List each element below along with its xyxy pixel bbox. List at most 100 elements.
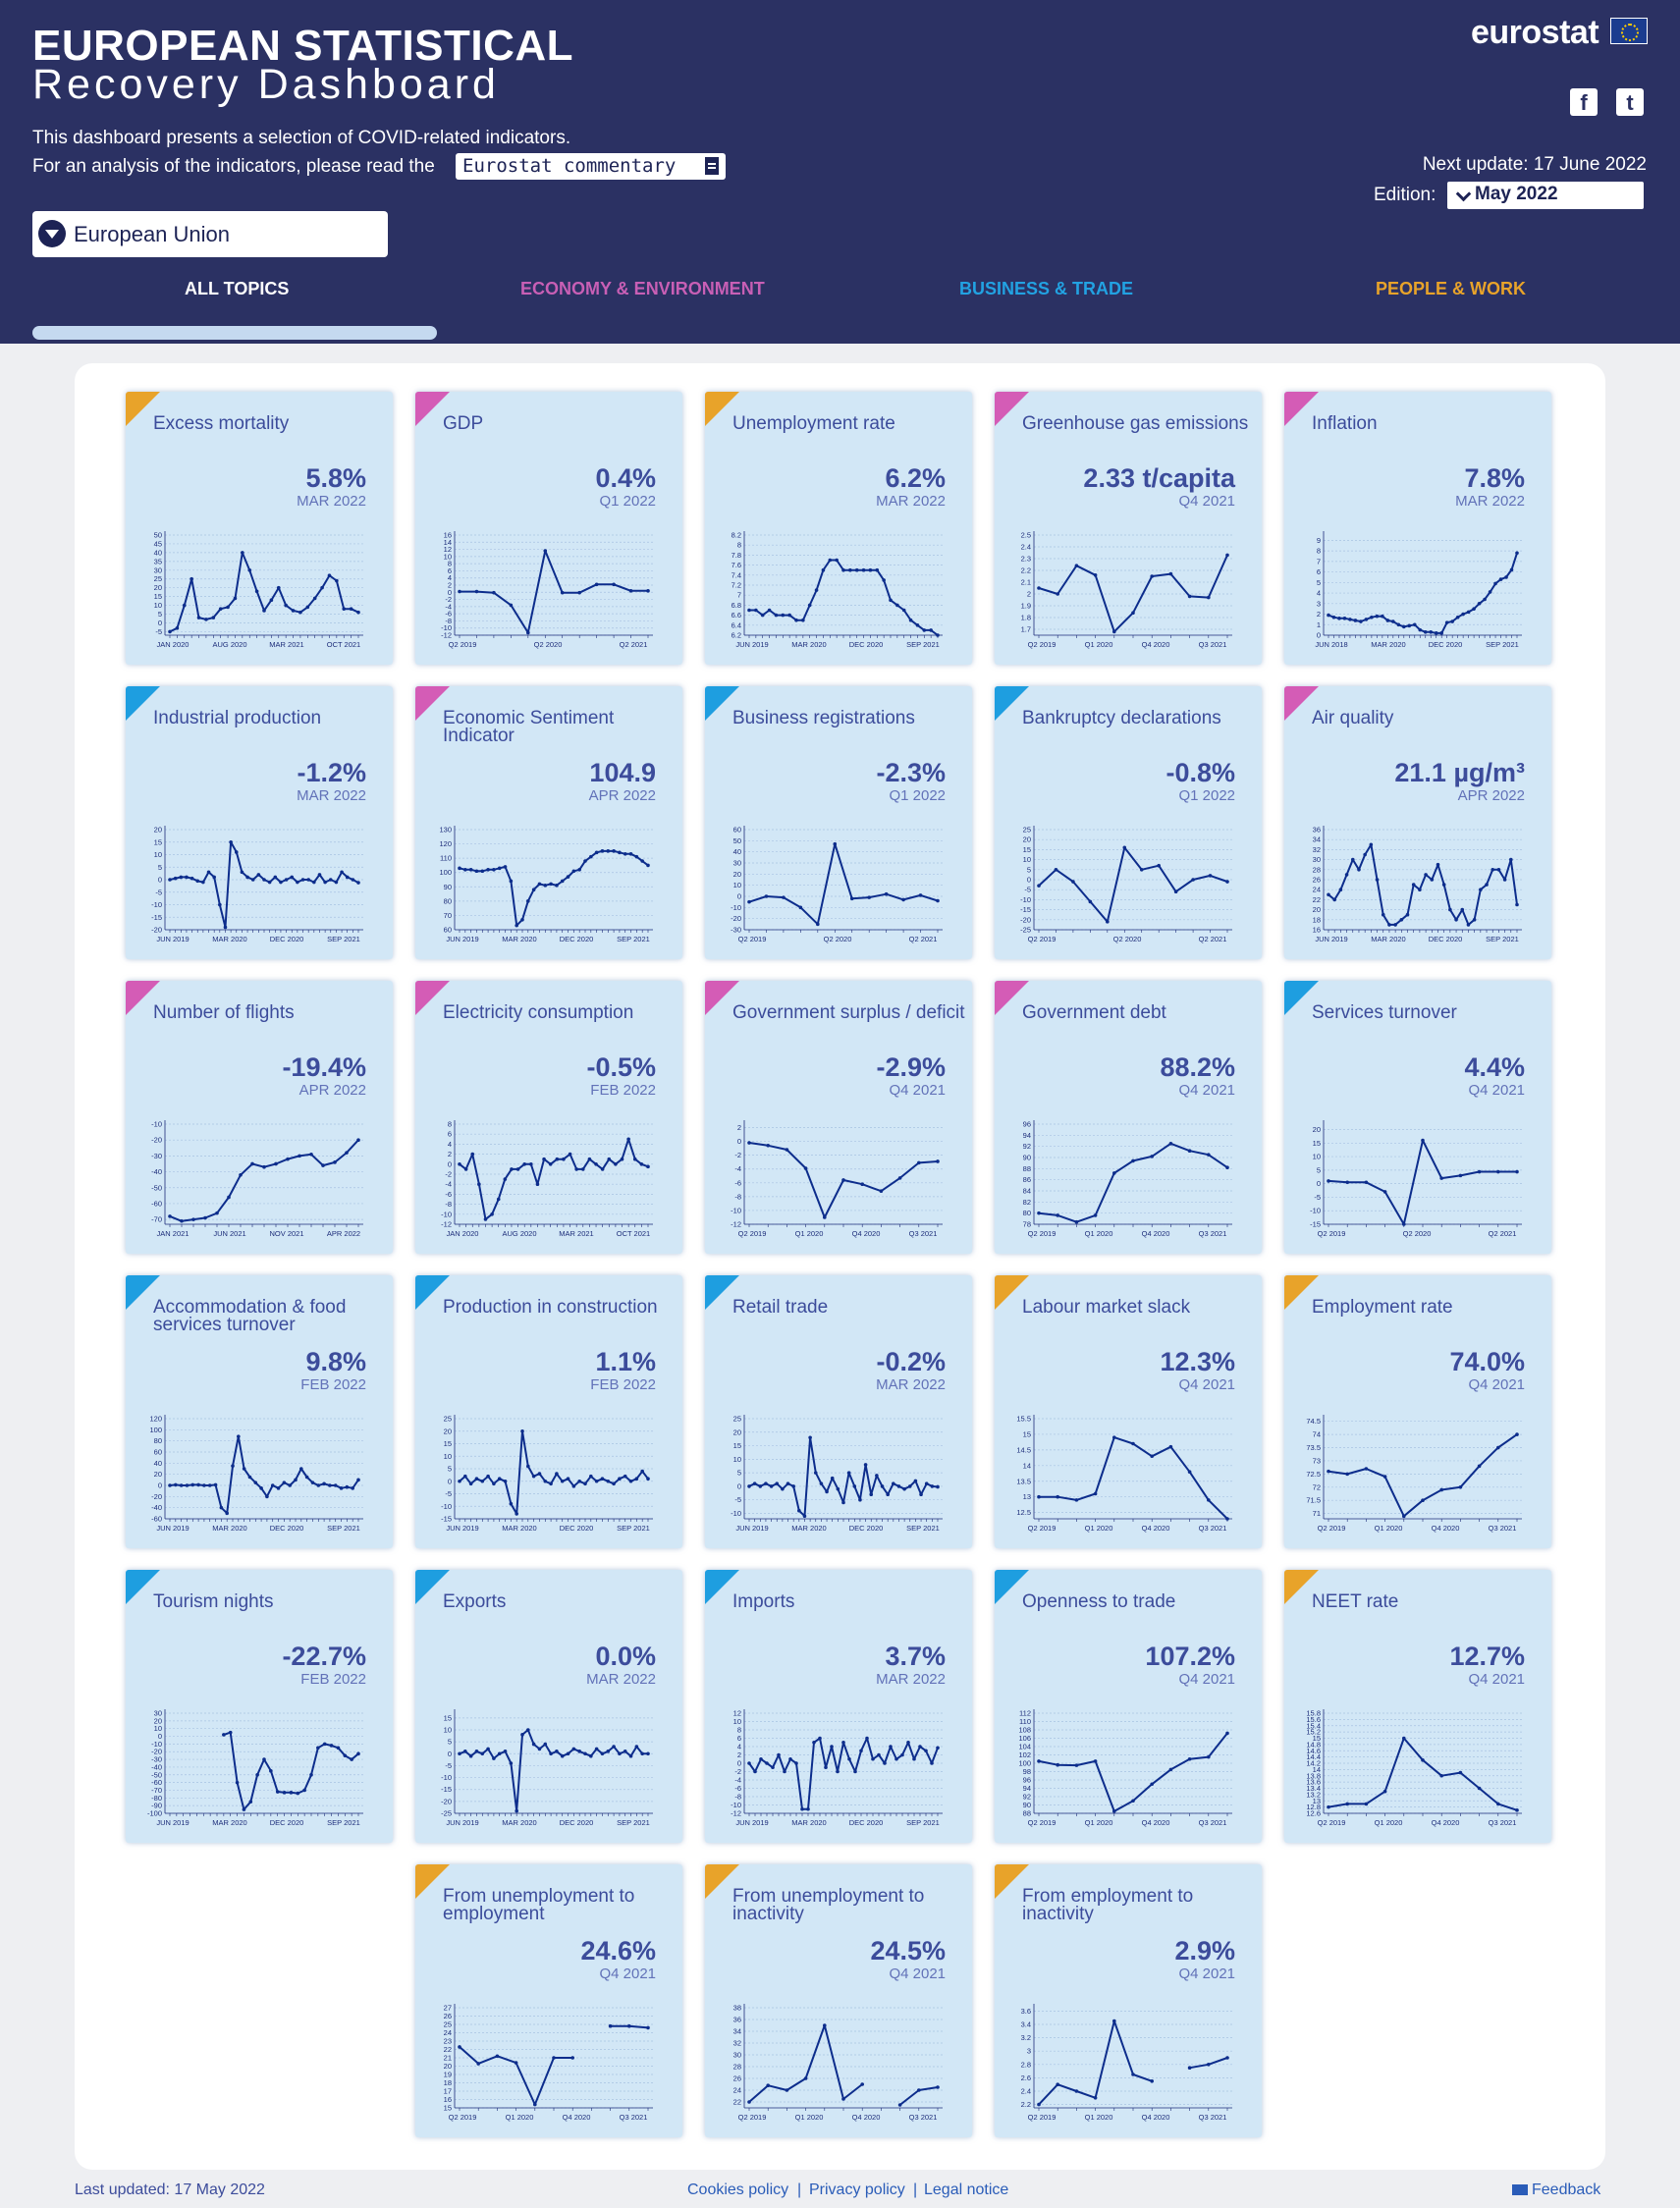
data-point <box>930 1484 935 1488</box>
twitter-icon[interactable]: t <box>1616 88 1644 116</box>
y-tick-label: -2 <box>734 1767 741 1776</box>
y-tick-label: 25 <box>444 2020 452 2029</box>
indicator-card[interactable]: Greenhouse gas emissions 2.33 t/capita Q4 … <box>995 392 1262 665</box>
y-tick-label: -10 <box>151 1120 162 1129</box>
data-point <box>634 1477 639 1481</box>
indicator-card[interactable]: Air quality 21.1 µg/m³ APR 2022 36 34 32 30 28 2… <box>1284 686 1551 959</box>
dashboard-title: EUROPEAN STATISTICAL <box>32 22 574 70</box>
indicator-card[interactable]: Bankruptcy declarations -0.8% Q1 2022 25 20 1… <box>995 686 1262 959</box>
indicator-card[interactable]: Production in construction 1.1% FEB 2022 25… <box>415 1275 682 1548</box>
facebook-icon[interactable]: f <box>1570 88 1598 116</box>
x-tick-label: JUN 2019 <box>156 1818 189 1827</box>
indicator-card[interactable]: Services turnover 4.4% Q4 2021 20 15 10 5 0 -5 -1… <box>1284 981 1551 1254</box>
y-tick-label: 104 <box>1018 1743 1031 1751</box>
indicator-card[interactable]: Retail trade -0.2% MAR 2022 25 20 15 10 5 0 -5 -10… <box>705 1275 972 1548</box>
edition-select[interactable]: May 2022 <box>1447 182 1644 209</box>
indicator-card[interactable]: Electricity consumption -0.5% FEB 2022 8 6 4 2… <box>415 981 682 1254</box>
data-point <box>179 875 184 880</box>
feedback-link[interactable]: Feedback <box>1512 2181 1600 2199</box>
y-tick-label: -8 <box>445 617 452 625</box>
card-title: Electricity consumption <box>443 1002 634 1023</box>
indicator-card[interactable]: Labour market slack 12.3% Q4 2021 15.5 15 14.… <box>995 1275 1262 1548</box>
series-line <box>459 2046 573 2106</box>
data-point <box>747 899 751 904</box>
x-tick-label: DEC 2020 <box>849 1524 884 1533</box>
indicator-card[interactable]: Accommodation & food services turnover 9.… <box>126 1275 393 1548</box>
data-point <box>875 567 880 572</box>
y-tick-label: 120 <box>439 839 452 848</box>
y-tick-label: 0 <box>737 1481 741 1490</box>
y-tick-label: 4 <box>448 573 452 582</box>
cookies-policy-link[interactable]: Cookies policy <box>687 2181 789 2198</box>
data-point <box>1382 1475 1387 1479</box>
y-tick-label: 10 <box>154 1724 162 1733</box>
indicator-card[interactable]: GDP 0.4% Q1 2022 16 14 12 10 8 6 4 2 0 -2 -4 -6 -8 -10 -1… <box>415 392 682 665</box>
data-point <box>836 1486 840 1491</box>
data-point <box>503 1750 508 1753</box>
y-tick-label: 12.6 <box>1306 1809 1321 1818</box>
indicator-card[interactable]: Tourism nights -22.7% FEB 2022 30 20 10 0 -10 -2… <box>126 1570 393 1843</box>
y-tick-label: -20 <box>151 1748 162 1756</box>
data-point <box>606 1750 611 1753</box>
x-tick-label: Q2 2019 <box>1028 935 1057 943</box>
data-point <box>892 1481 895 1485</box>
indicator-card[interactable]: Industrial production -1.2% MAR 2022 20 15 10… <box>126 686 393 959</box>
data-point <box>1485 883 1489 887</box>
y-tick-label: 10 <box>733 1455 741 1464</box>
indicator-card[interactable]: Government surplus / deficit -2.9% Q4 2021… <box>705 981 972 1254</box>
indicator-card[interactable]: Openness to trade 107.2% Q4 2021 112 110 108 1… <box>995 1570 1262 1843</box>
y-tick-label: -2 <box>734 1151 741 1159</box>
indicator-card[interactable]: From unemployment to employment 24.6% Q4 2… <box>415 1864 682 2137</box>
data-point <box>1112 1171 1116 1175</box>
y-tick-label: 10 <box>1313 1153 1321 1161</box>
indicator-card[interactable]: Unemployment rate 6.2% MAR 2022 8.2 8 7.8 7.6 7… <box>705 392 972 665</box>
country-select[interactable]: European Union <box>32 211 388 257</box>
tab-people-work[interactable]: PEOPLE & WORK <box>1376 279 1527 298</box>
data-point <box>1490 868 1495 872</box>
indicator-card[interactable]: Business registrations -2.3% Q1 2022 60 50 40… <box>705 686 972 959</box>
indicator-card[interactable]: Economic Sentiment Indicator 104.9 APR 202… <box>415 686 682 959</box>
data-point <box>174 1482 178 1487</box>
y-tick-label: 15 <box>1023 845 1031 854</box>
indicator-card[interactable]: Number of flights -19.4% APR 2022 -10 -20 -30… <box>126 981 393 1254</box>
y-tick-label: -60 <box>151 1199 162 1208</box>
indicator-card[interactable]: Inflation 7.8% MAR 2022 9 8 7 6 5 4 3 2 1 0 JUN 2018 M… <box>1284 392 1551 665</box>
y-tick-label: 5 <box>158 610 162 619</box>
eurostat-logo[interactable]: eurostat <box>1471 14 1599 51</box>
y-tick-label: 120 <box>149 1415 162 1424</box>
chevron-down-icon <box>38 220 66 247</box>
y-tick-label: 5 <box>448 1465 452 1474</box>
data-point <box>320 585 324 590</box>
tab-all-topics[interactable]: ALL TOPICS <box>185 279 290 298</box>
data-point <box>1496 1169 1500 1174</box>
indicator-card[interactable]: From employment to inactivity 2.9% Q4 2021… <box>995 1864 1262 2137</box>
data-point <box>1056 1494 1059 1499</box>
indicator-card[interactable]: Exports 0.0% MAR 2022 15 10 5 0 -5 -10 -15 -20 -25 J… <box>415 1570 682 1843</box>
indicator-card[interactable]: Excess mortality 5.8% MAR 2022 50 45 40 35 30 25… <box>126 392 393 665</box>
legal-notice-link[interactable]: Legal notice <box>924 2181 1009 2198</box>
indicator-card[interactable]: From unemployment to inactivity 24.5% Q4 2… <box>705 1864 972 2137</box>
data-point <box>1405 912 1410 917</box>
indicator-chart: 2.5 2.4 2.3 2.2 2.1 2 1.9 1.8 1.7 Q2 2019 Q1 2020 Q… <box>1021 531 1232 649</box>
eurostat-commentary-button[interactable]: Eurostat commentary <box>456 153 726 180</box>
y-tick-label: -20 <box>731 914 741 923</box>
data-point <box>917 1160 921 1165</box>
data-point <box>901 608 906 613</box>
category-corner <box>415 981 450 1015</box>
data-point <box>288 1483 292 1487</box>
indicator-card[interactable]: Employment rate 74.0% Q4 2021 74.5 74 73.5 73 7… <box>1284 1275 1551 1548</box>
data-point <box>233 596 238 601</box>
tab-business-trade[interactable]: BUSINESS & TRADE <box>959 279 1134 298</box>
data-point <box>1515 1808 1519 1812</box>
data-point <box>253 1481 258 1484</box>
category-corner <box>705 981 739 1015</box>
data-point <box>1385 619 1390 622</box>
data-point <box>889 598 893 603</box>
tab-economy-environment[interactable]: ECONOMY & ENVIRONMENT <box>520 279 765 298</box>
data-point <box>509 603 514 608</box>
x-tick-label: MAR 2020 <box>1371 935 1405 943</box>
indicator-card[interactable]: Imports 3.7% MAR 2022 12 10 8 6 4 2 0 -2 -4 -6 -8 -10-… <box>705 1570 972 1843</box>
indicator-card[interactable]: Government debt 88.2% Q4 2021 96 94 92 90 88 86 8… <box>995 981 1262 1254</box>
privacy-policy-link[interactable]: Privacy policy <box>809 2181 905 2198</box>
indicator-card[interactable]: NEET rate 12.7% Q4 2021 15.8 15.6 15.4 15.2 15 1… <box>1284 1570 1551 1843</box>
